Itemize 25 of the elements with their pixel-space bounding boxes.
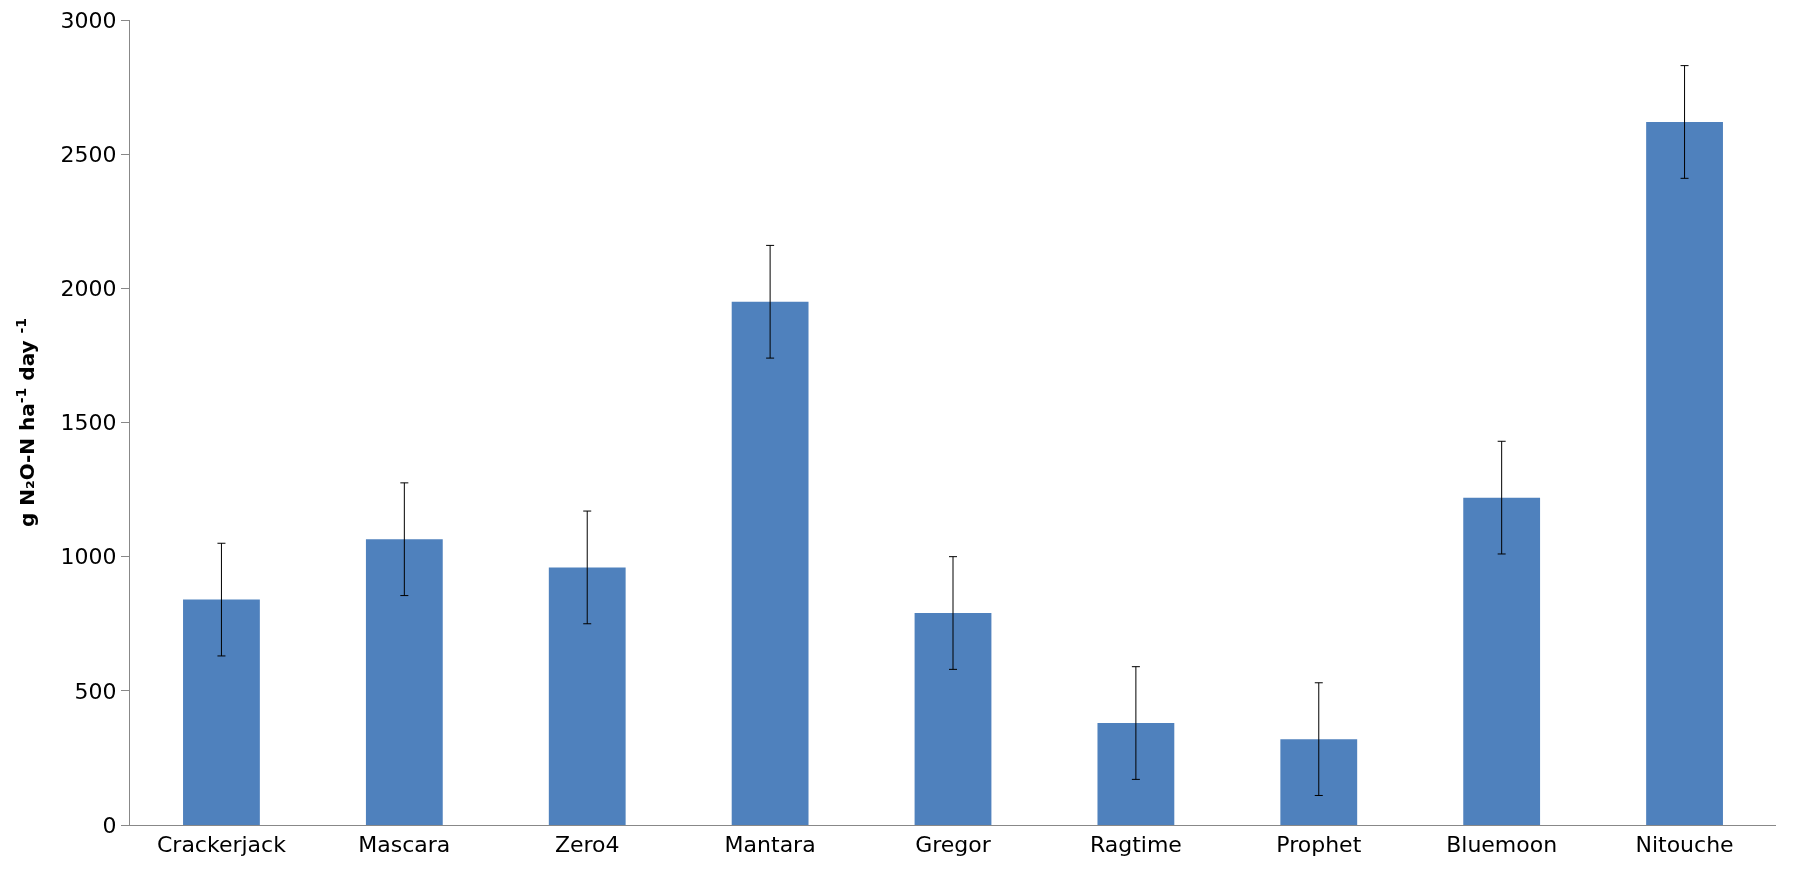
y-tick-label: 1500 [60, 410, 117, 436]
bar [914, 613, 992, 825]
bar [1646, 121, 1723, 825]
x-tick-label: Ragtime [1089, 832, 1182, 858]
x-tick-label: Prophet [1276, 832, 1362, 858]
bar [1280, 739, 1358, 825]
bar [1463, 497, 1541, 825]
bar [548, 567, 626, 825]
bar [183, 599, 260, 825]
x-tick-label: Zero4 [554, 832, 620, 858]
y-tick-label: 2500 [60, 141, 117, 167]
y-tick-label: 500 [74, 678, 117, 704]
y-tick-label: 2000 [60, 276, 117, 302]
x-tick-label: Gregor [915, 832, 992, 858]
bar [731, 301, 809, 825]
y-tick-label: 3000 [60, 7, 117, 33]
x-tick-label: Bluemoon [1446, 832, 1558, 858]
y-tick-label: 1000 [60, 544, 117, 570]
bar [1097, 723, 1175, 825]
x-tick-label: Nitouche [1635, 832, 1734, 858]
x-tick-label: Mantara [724, 832, 816, 858]
x-tick-label: Mascara [358, 832, 451, 858]
y-tick-label: 0 [102, 812, 117, 838]
bar [365, 539, 443, 825]
x-tick-label: Crackerjack [156, 832, 287, 858]
